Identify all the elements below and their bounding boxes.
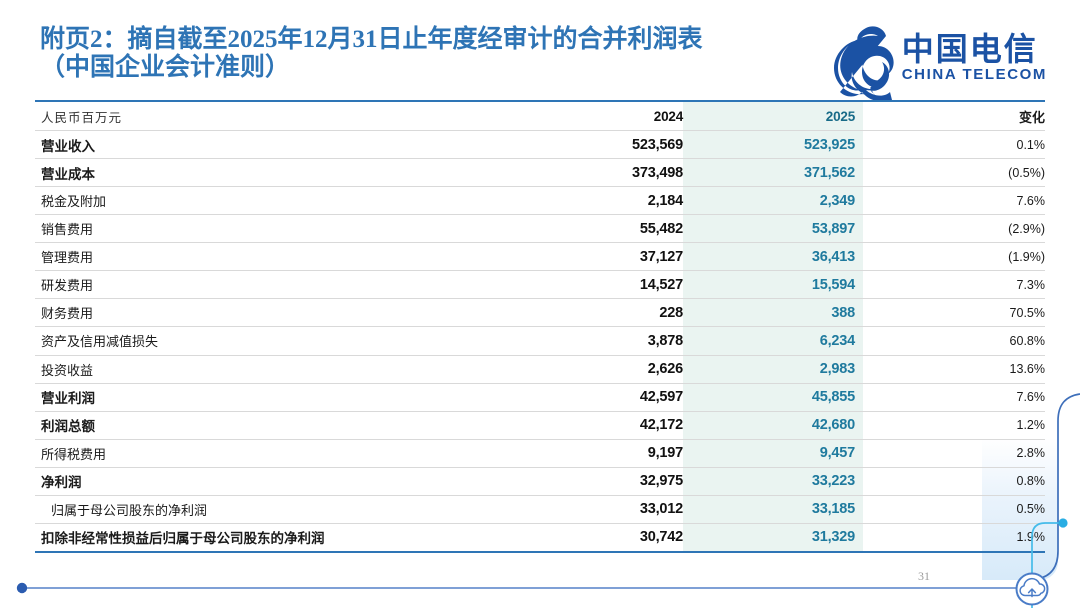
column-header-2025: 2025	[825, 108, 855, 124]
cell-2025: 31,329	[811, 529, 855, 546]
cell-2024: 32,975	[639, 473, 683, 490]
cell-change: (0.5%)	[1008, 165, 1045, 180]
cell-2024: 55,482	[639, 220, 683, 237]
cell-2024: 42,172	[639, 417, 683, 434]
cell-2024: 30,742	[639, 529, 683, 546]
table-row: 投资收益 2,626 2,983 13.6%	[35, 356, 1045, 384]
row-label: 所得税费用	[41, 446, 107, 462]
baseline-dot	[16, 582, 28, 594]
table-row: 利润总额 42,172 42,680 1.2%	[35, 412, 1045, 440]
cloud-upload-icon	[1019, 577, 1046, 597]
row-label: 财务费用	[41, 306, 94, 322]
logo-name-en: CHINA TELECOM	[901, 66, 1047, 83]
row-label: 营业利润	[41, 391, 95, 407]
cell-2024: 2,184	[647, 192, 683, 209]
logo-text: 中国电信 CHINA TELECOM	[902, 24, 1047, 84]
cell-change: 7.6%	[1016, 193, 1046, 208]
table-header-row: 人民币百万元 2024 2025 变化	[35, 102, 1045, 131]
income-statement-table: 人民币百万元 2024 2025 变化 营业收入 523,569 523,925 0.…	[35, 100, 1045, 553]
row-label: 营业收入	[41, 138, 95, 154]
cell-2024: 373,498	[631, 164, 683, 181]
cell-change: 0.1%	[1016, 137, 1046, 152]
cell-2024: 37,127	[639, 248, 683, 265]
cell-2024: 9,197	[647, 445, 683, 462]
table-row: 税金及附加 2,184 2,349 7.6%	[35, 187, 1046, 216]
page-number: 31	[918, 569, 930, 583]
row-label: 资产及信用减值损失	[41, 334, 159, 350]
cell-change: 1.2%	[1016, 418, 1046, 433]
page-title-line2: （中国企业会计准则）	[40, 54, 291, 81]
cell-change: 13.6%	[1009, 362, 1045, 377]
cell-change: 2.8%	[1016, 446, 1046, 461]
cell-2025: 45,855	[811, 389, 855, 406]
page-title: 附页2：摘自截至2025年12月31日止年度经审计的合并利润表 （中国企业会计准…	[40, 26, 810, 82]
china-telecom-swoosh-icon	[833, 26, 894, 100]
cell-2025: 42,680	[811, 417, 855, 434]
cell-2025: 33,223	[811, 473, 855, 490]
cell-change: (1.9%)	[1008, 249, 1045, 264]
cell-2024: 228	[659, 304, 683, 321]
upload-arrow-icon	[1027, 588, 1037, 598]
row-label: 研发费用	[41, 278, 94, 294]
table-row: 归属于母公司股东的净利润 33,012 33,185 0.5%	[35, 496, 1045, 524]
cell-2025: 2,349	[819, 192, 855, 209]
cell-change: 0.5%	[1016, 502, 1046, 517]
row-label: 利润总额	[41, 419, 95, 435]
page-title-line1: 附页2：摘自截至2025年12月31日止年度经审计的合并利润表	[40, 26, 703, 53]
cell-2024: 2,626	[647, 361, 683, 378]
table-row: 财务费用 228 388 70.5%	[35, 299, 1045, 328]
china-telecom-logo: 中国电信 CHINA TELECOM	[826, 24, 1047, 100]
row-label: 税金及附加	[41, 194, 107, 210]
cell-change: 70.5%	[1009, 305, 1045, 320]
cell-2024: 14,527	[639, 276, 683, 293]
unit-label: 人民币百万元	[41, 110, 123, 125]
cell-2024: 3,878	[647, 332, 683, 349]
row-label: 营业成本	[41, 166, 95, 182]
cell-2024: 523,569	[631, 136, 683, 153]
cell-change: (2.9%)	[1008, 221, 1045, 236]
cloud-upload-button[interactable]	[1015, 572, 1049, 606]
cell-2025: 2,983	[819, 361, 855, 378]
cell-2025: 15,594	[811, 276, 855, 293]
table-row: 营业利润 42,597 45,855 7.6%	[35, 384, 1045, 412]
table-row: 研发费用 14,527 15,594 7.3%	[35, 271, 1046, 300]
table-row: 管理费用 37,127 36,413 (1.9%)	[35, 243, 1045, 272]
cell-2025: 6,234	[819, 332, 855, 349]
table-row: 营业收入 523,569 523,925 0.1%	[35, 131, 1046, 160]
cell-2025: 523,925	[803, 136, 855, 153]
cell-2025: 36,413	[811, 248, 855, 265]
table-row: 资产及信用减值损失 3,878 6,234 60.8%	[35, 327, 1045, 356]
row-label: 投资收益	[41, 362, 94, 378]
table-row: 销售费用 55,482 53,897 (2.9%)	[35, 215, 1045, 244]
table-row: 营业成本 373,498 371,562 (0.5%)	[35, 159, 1045, 188]
row-label: 销售费用	[41, 222, 94, 238]
cell-2025: 9,457	[819, 445, 855, 462]
cell-2025: 388	[831, 304, 855, 321]
table-rows: 营业收入 523,569 523,925 0.1% 营业成本 373,498 371,562…	[35, 131, 1045, 551]
cell-2025: 33,185	[811, 501, 855, 518]
cell-2024: 33,012	[639, 501, 683, 518]
logo-name-cn: 中国电信	[901, 31, 1038, 67]
cell-change: 60.8%	[1009, 333, 1045, 348]
column-header-2024: 2024	[653, 108, 683, 124]
cell-change: 7.3%	[1016, 277, 1046, 292]
cell-change: 7.6%	[1016, 390, 1046, 405]
row-label: 扣除非经常性损益后归属于母公司股东的净利润	[41, 531, 325, 547]
cell-change: 1.9%	[1016, 530, 1046, 545]
row-label: 归属于母公司股东的净利润	[51, 502, 208, 518]
row-label: 净利润	[41, 475, 82, 491]
row-label: 管理费用	[41, 250, 94, 266]
table-row: 所得税费用 9,197 9,457 2.8%	[35, 440, 1045, 468]
table-row: 净利润 32,975 33,223 0.8%	[35, 468, 1045, 496]
table-row: 扣除非经常性损益后归属于母公司股东的净利润 30,742 31,329 1.9%	[35, 524, 1045, 551]
cell-change: 0.8%	[1016, 474, 1046, 489]
cyan-dot	[1058, 518, 1068, 528]
cell-2025: 53,897	[811, 220, 855, 237]
column-header-change: 变化	[1018, 109, 1045, 125]
cell-2024: 42,597	[639, 389, 683, 406]
cell-2025: 371,562	[803, 164, 855, 181]
